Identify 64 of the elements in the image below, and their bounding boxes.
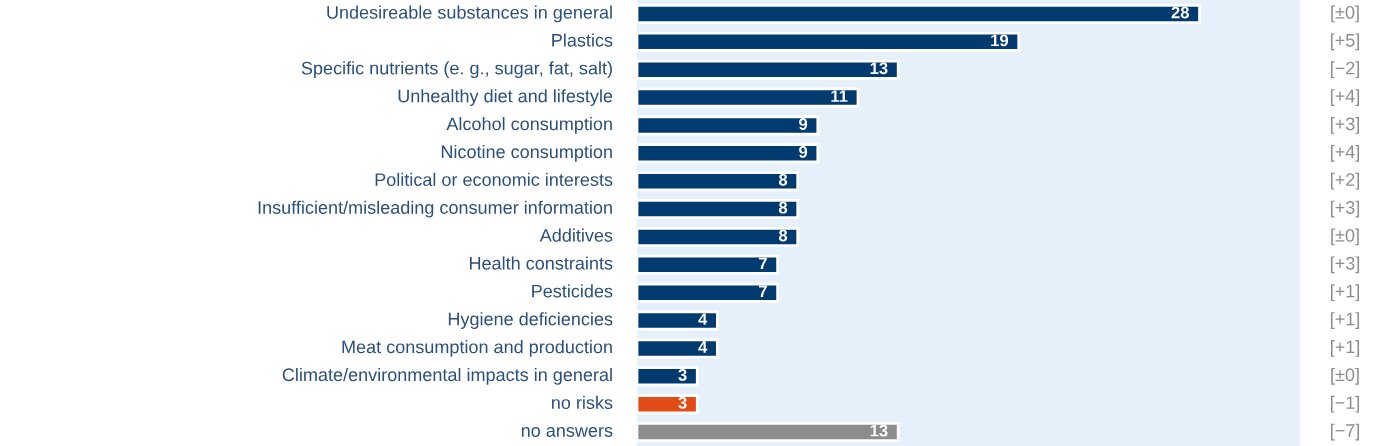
text: [+3] bbox=[1330, 256, 1360, 274]
y-tick-label: Alcohol consumption bbox=[446, 117, 612, 134]
text: [+3] bbox=[1330, 117, 1360, 134]
y-tick-label: Unhealthy diet and lifestyle bbox=[398, 89, 613, 106]
bar bbox=[637, 59, 900, 80]
bar bbox=[637, 199, 800, 220]
text: [±0] bbox=[1331, 367, 1359, 385]
text: [±0] bbox=[1331, 228, 1359, 246]
text: [+1] bbox=[1330, 284, 1360, 302]
data-label: 3 bbox=[678, 396, 687, 409]
y-tick-label: Specific nutrients (e. g., sugar, fat, salt) bbox=[301, 61, 612, 79]
data-label: 4 bbox=[698, 341, 708, 353]
y-tick-label: Insufficient/misleading consumer information bbox=[258, 200, 612, 218]
bar bbox=[637, 115, 820, 136]
bar bbox=[637, 143, 820, 164]
text: [+4] bbox=[1330, 89, 1360, 106]
y-tick-label: Political or economic interests bbox=[375, 172, 613, 187]
bar bbox=[637, 338, 719, 359]
y-tick-label: Pesticides bbox=[532, 284, 613, 298]
bar bbox=[637, 366, 699, 387]
bar bbox=[637, 87, 860, 108]
bar bbox=[637, 394, 699, 415]
data-label: 8 bbox=[778, 173, 788, 186]
y-tick-label: no risks bbox=[551, 395, 613, 410]
data-label: 3 bbox=[678, 368, 687, 381]
data-label: 8 bbox=[778, 229, 788, 242]
bar bbox=[637, 31, 1021, 52]
text: [+1] bbox=[1330, 312, 1360, 329]
y-tick-label: Hygiene deficiencies bbox=[448, 312, 613, 329]
text: [−2] bbox=[1330, 61, 1360, 79]
text: [±0] bbox=[1331, 5, 1359, 23]
bar bbox=[637, 422, 900, 443]
text: [+5] bbox=[1330, 33, 1360, 51]
data-label: 13 bbox=[870, 424, 888, 437]
data-label: 11 bbox=[831, 90, 848, 102]
y-tick-label: Climate/environmental impacts in general bbox=[282, 367, 612, 385]
bar bbox=[637, 226, 800, 247]
y-tick-label: Meat consumption and production bbox=[342, 340, 612, 357]
y-tick-label: Nicotine consumption bbox=[441, 144, 612, 162]
text: [+2] bbox=[1330, 172, 1360, 190]
bar bbox=[637, 282, 780, 303]
data-label: 9 bbox=[799, 118, 808, 130]
data-label: 8 bbox=[778, 201, 788, 214]
data-label: 7 bbox=[759, 257, 767, 270]
bar bbox=[637, 3, 1201, 24]
text: [+3] bbox=[1330, 200, 1360, 218]
data-label: 19 bbox=[991, 34, 1009, 47]
y-tick-label: no answers bbox=[521, 427, 613, 437]
text: [+1] bbox=[1330, 340, 1360, 357]
data-label: 7 bbox=[759, 285, 767, 297]
y-tick-label: Health constraints bbox=[469, 256, 613, 270]
bar bbox=[637, 171, 800, 192]
y-tick-label: Plastics bbox=[552, 33, 613, 47]
text: [−7] bbox=[1330, 423, 1360, 441]
y-tick-label: Additives bbox=[539, 228, 613, 242]
data-label: 9 bbox=[799, 145, 808, 158]
bar bbox=[637, 254, 780, 275]
data-label: 4 bbox=[698, 313, 708, 325]
text: [−1] bbox=[1330, 395, 1360, 413]
data-label: 28 bbox=[1171, 6, 1189, 19]
y-tick-label: Undesireable substances in general bbox=[327, 5, 612, 23]
text: [+4] bbox=[1330, 144, 1360, 162]
bar bbox=[637, 310, 719, 331]
data-label: 13 bbox=[870, 62, 888, 75]
